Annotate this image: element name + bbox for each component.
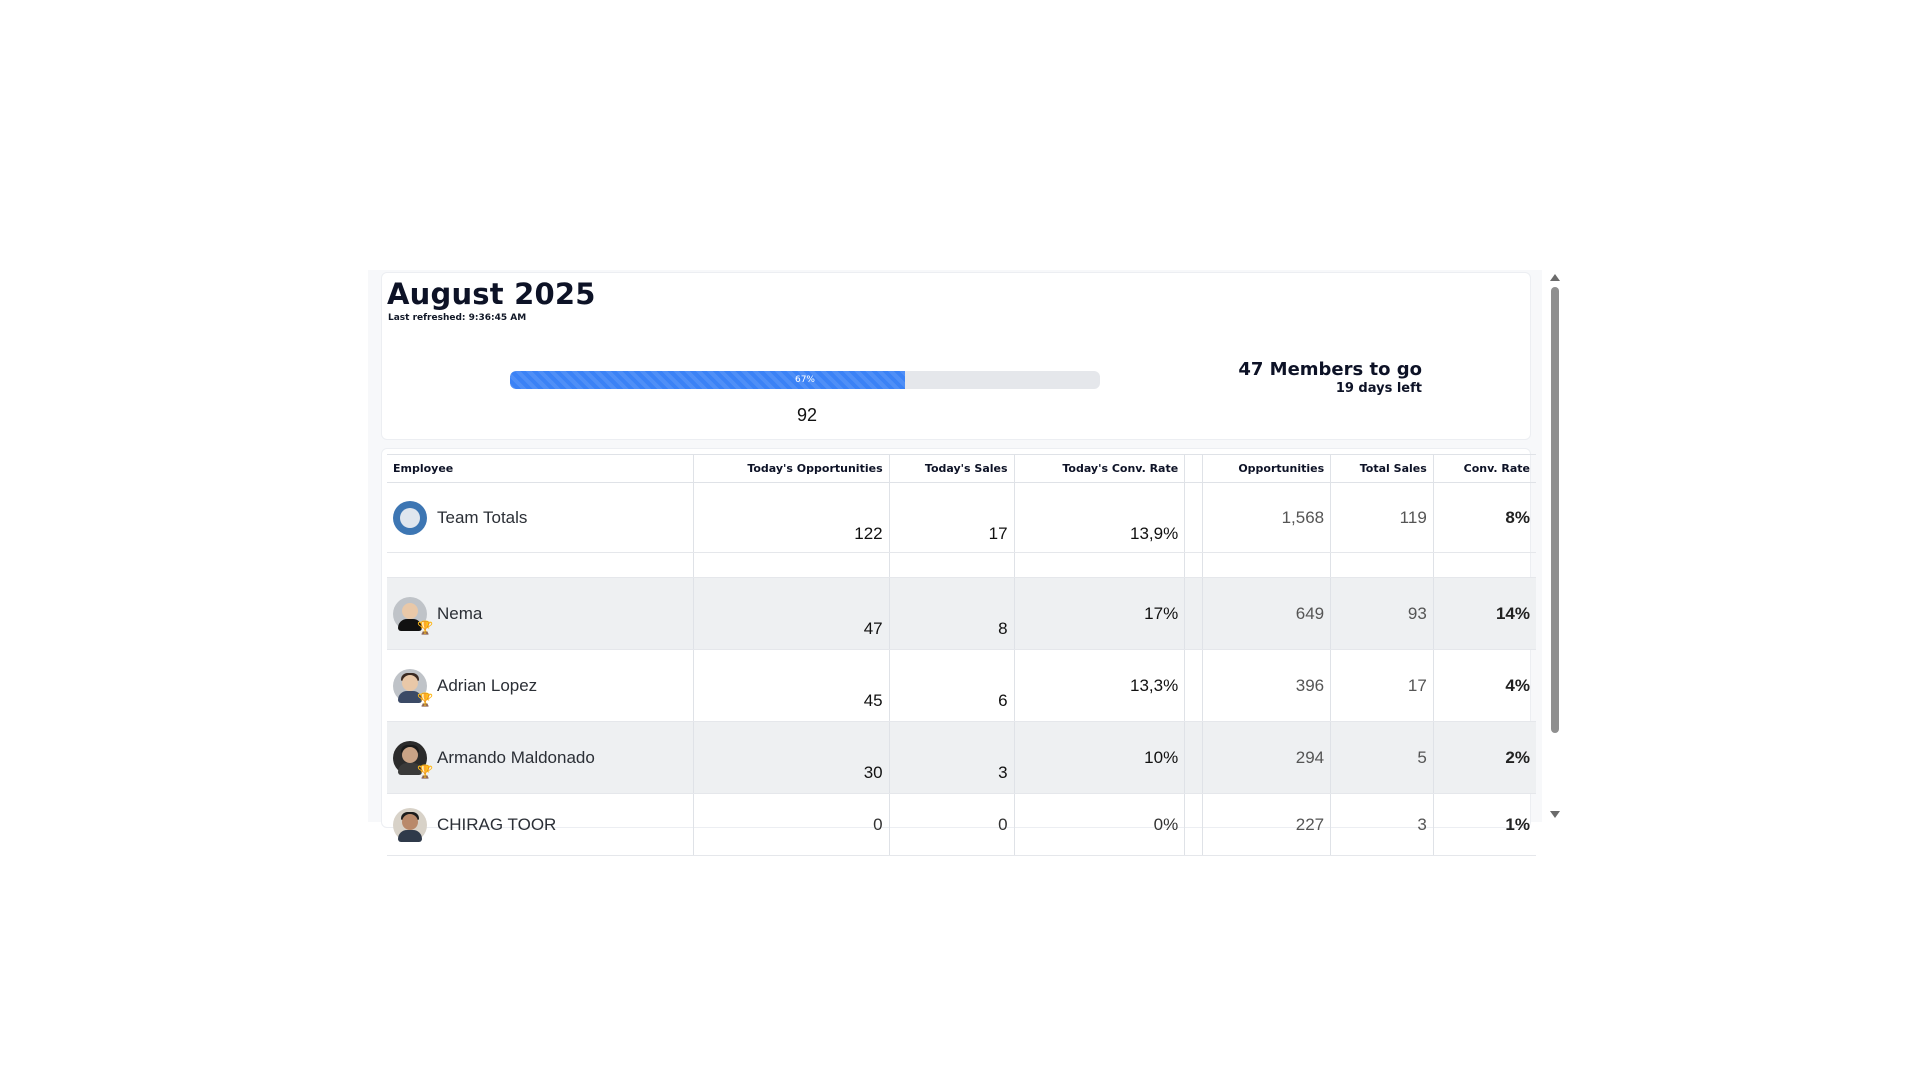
col-header-separator: [1184, 454, 1203, 483]
today-sales-cell: 8: [889, 577, 1015, 650]
today-sales-cell: 3: [889, 721, 1015, 794]
col-header-today-sales[interactable]: Today's Sales: [889, 454, 1015, 483]
conv-rate-cell: 4%: [1433, 649, 1536, 722]
goal-current-value: 92: [796, 405, 818, 425]
last-refreshed-label: Last refreshed:: [388, 313, 466, 323]
goal-card: August 2025 Last refreshed: 9:36:45 AM 6…: [381, 272, 1531, 440]
gold-trophy-icon: 🏆: [417, 619, 434, 635]
avatar: [393, 807, 427, 842]
total-sales-cell: 119: [1330, 482, 1434, 553]
conv-rate-cell: 14%: [1433, 577, 1536, 650]
table-row: 🏆 Nema 47 8 17% 649 93 14%: [387, 577, 1536, 650]
total-sales-cell: 93: [1330, 577, 1434, 650]
dashboard-frame: August 2025 Last refreshed: 9:36:45 AM 6…: [368, 270, 1568, 856]
scroll-up-arrow-icon[interactable]: [1550, 274, 1560, 281]
employee-name: CHIRAG TOOR: [437, 814, 557, 834]
today-sales-cell: 17: [889, 482, 1015, 553]
conv-rate-cell: 1%: [1433, 793, 1536, 856]
opportunities-cell: 294: [1202, 721, 1332, 794]
today-conv-rate-cell: 17%: [1014, 577, 1186, 650]
separator-cell: [1184, 721, 1203, 794]
separator-cell: [1184, 793, 1203, 856]
employee-name: Armando Maldonado: [437, 747, 595, 767]
goal-progress-bar: 67%: [510, 371, 1100, 389]
employee-cell: Team Totals: [387, 482, 695, 553]
total-sales-cell: 3: [1330, 793, 1434, 856]
employee-cell: 🏆 Adrian Lopez: [387, 649, 695, 722]
col-header-today-conv-rate[interactable]: Today's Conv. Rate: [1014, 454, 1186, 483]
col-header-conv-rate[interactable]: Conv. Rate: [1433, 454, 1536, 483]
table-row: CHIRAG TOOR 0 0 0% 227 3 1%: [387, 793, 1536, 856]
conv-rate-cell: 8%: [1433, 482, 1536, 553]
scrollbar-thumb[interactable]: [1551, 287, 1559, 733]
scroll-down-arrow-icon[interactable]: [1550, 811, 1560, 818]
today-sales-cell: 0: [889, 793, 1015, 856]
last-refreshed-time: 9:36:45 AM: [468, 313, 527, 323]
separator-cell: [1184, 482, 1203, 553]
today-sales-cell: 6: [889, 649, 1015, 722]
today-opportunities-cell: 122: [693, 482, 890, 553]
leaderboard-table: Employee Today's Opportunities Today's S…: [387, 454, 1536, 856]
days-left-text: 19 days left: [1335, 381, 1422, 396]
vertical-scrollbar[interactable]: [1542, 270, 1568, 822]
silver-trophy-icon: 🏆: [417, 691, 434, 707]
separator-cell: [1184, 577, 1203, 650]
spacer-row: [387, 552, 1536, 578]
last-refreshed: Last refreshed: 9:36:45 AM: [388, 313, 526, 323]
today-opportunities-cell: 30: [693, 721, 890, 794]
opportunities-cell: 227: [1202, 793, 1332, 856]
employee-name: Nema: [437, 603, 483, 623]
col-header-opportunities[interactable]: Opportunities: [1202, 454, 1332, 483]
bronze-trophy-icon: 🏆: [417, 763, 434, 779]
today-opportunities-cell: 45: [693, 649, 890, 722]
total-sales-cell: 17: [1330, 649, 1434, 722]
avatar: 🏆: [393, 596, 433, 634]
page-title: August 2025: [387, 277, 596, 311]
today-opportunities-cell: 0: [693, 793, 890, 856]
goal-progress-label: 67%: [794, 375, 815, 385]
employee-cell: 🏆 Nema: [387, 577, 695, 650]
employee-name: Team Totals: [437, 507, 528, 527]
opportunities-cell: 396: [1202, 649, 1332, 722]
team-totals-row: Team Totals 122 17 13,9% 1,568 119 8%: [387, 482, 1536, 553]
members-to-go: 47 Members to go 19 days left: [1082, 359, 1422, 397]
goal-progress-fill: 67%: [510, 371, 906, 389]
today-conv-rate-cell: 13,3%: [1014, 649, 1186, 722]
opportunities-cell: 1,568: [1202, 482, 1332, 553]
today-conv-rate-cell: 10%: [1014, 721, 1186, 794]
employee-cell: 🏆 Armando Maldonado: [387, 721, 695, 794]
employee-cell: CHIRAG TOOR: [387, 793, 695, 856]
today-opportunities-cell: 47: [693, 577, 890, 650]
col-header-total-sales[interactable]: Total Sales: [1330, 454, 1434, 483]
avatar: 🏆: [393, 668, 433, 706]
avatar: 🏆: [393, 740, 433, 778]
leaderboard-card: Employee Today's Opportunities Today's S…: [381, 448, 1536, 856]
total-sales-cell: 5: [1330, 721, 1434, 794]
today-conv-rate-cell: 13,9%: [1014, 482, 1186, 553]
conv-rate-cell: 2%: [1433, 721, 1536, 794]
table-header-row: Employee Today's Opportunities Today's S…: [387, 454, 1536, 483]
today-conv-rate-cell: 0%: [1014, 793, 1186, 856]
members-to-go-text: 47 Members to go: [1238, 359, 1422, 380]
opportunities-cell: 649: [1202, 577, 1332, 650]
table-row: 🏆 Armando Maldonado 30 3 10% 294 5 2%: [387, 721, 1536, 794]
table-row: 🏆 Adrian Lopez 45 6 13,3% 396 17 4%: [387, 649, 1536, 722]
employee-name: Adrian Lopez: [437, 675, 538, 695]
separator-cell: [1184, 649, 1203, 722]
team-logo-icon: [393, 500, 427, 535]
col-header-today-opportunities[interactable]: Today's Opportunities: [693, 454, 890, 483]
col-header-employee[interactable]: Employee: [387, 454, 695, 483]
